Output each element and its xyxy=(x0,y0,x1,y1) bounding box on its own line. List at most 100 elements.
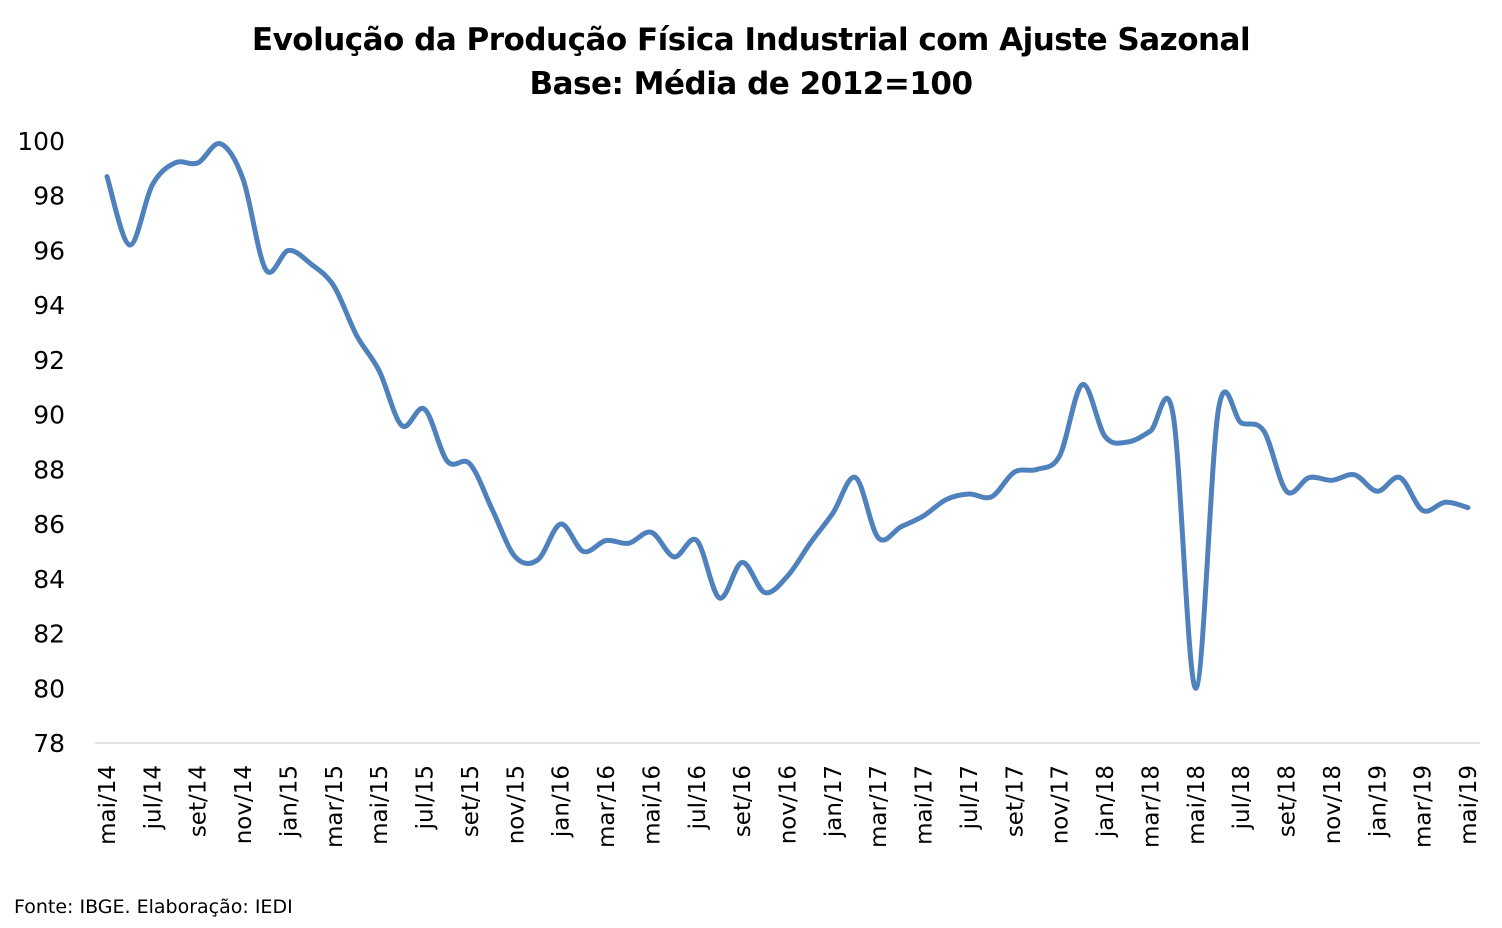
y-tick-label: 88 xyxy=(33,455,65,484)
x-tick-label: nov/18 xyxy=(1320,765,1346,844)
data-point xyxy=(445,459,450,464)
data-point xyxy=(195,160,200,165)
data-point xyxy=(966,491,971,496)
data-point xyxy=(626,541,631,546)
x-tick-label: set/17 xyxy=(1002,765,1028,837)
data-point xyxy=(150,182,155,187)
data-point xyxy=(354,333,359,338)
data-point xyxy=(263,267,268,272)
data-point xyxy=(467,461,472,466)
data-point xyxy=(898,524,903,529)
data-point xyxy=(309,262,314,267)
x-tick-label: nov/16 xyxy=(776,765,802,844)
data-point xyxy=(853,475,858,480)
data-point xyxy=(1012,470,1017,475)
source-note: Fonte: IBGE. Elaboração: IEDI xyxy=(14,896,293,918)
x-tick-label: jan/18 xyxy=(1093,765,1119,838)
data-point xyxy=(1329,478,1334,483)
data-point xyxy=(808,541,813,546)
x-tick-label: mai/16 xyxy=(639,765,665,845)
x-tick-label: set/14 xyxy=(186,765,212,837)
data-point xyxy=(241,177,246,182)
data-point xyxy=(399,423,404,428)
x-tick-label: jul/18 xyxy=(1229,765,1255,830)
chart-subtitle: Base: Média de 2012=100 xyxy=(529,66,973,102)
y-tick-label: 86 xyxy=(33,510,65,539)
data-point xyxy=(604,538,609,543)
y-tick-label: 84 xyxy=(33,565,65,594)
x-tick-label: mar/16 xyxy=(594,765,620,848)
y-tick-label: 92 xyxy=(33,346,65,375)
data-point xyxy=(422,407,427,412)
data-point xyxy=(1216,407,1221,412)
data-point xyxy=(1443,500,1448,505)
x-tick-label: mar/19 xyxy=(1411,765,1437,848)
data-point xyxy=(1171,412,1176,417)
data-point xyxy=(1239,420,1244,425)
data-point xyxy=(830,511,835,516)
data-point xyxy=(989,494,994,499)
data-point xyxy=(672,554,677,559)
data-point xyxy=(1307,475,1312,480)
x-tick-label: jan/17 xyxy=(821,765,847,838)
x-tick-label: jul/16 xyxy=(685,765,711,830)
data-point xyxy=(1057,453,1062,458)
data-point xyxy=(581,549,586,554)
data-point xyxy=(1466,505,1471,510)
data-point xyxy=(944,497,949,502)
data-point xyxy=(1284,489,1289,494)
y-tick-label: 94 xyxy=(33,291,65,320)
x-tick-label: mai/19 xyxy=(1456,765,1482,845)
x-tick-label: jul/15 xyxy=(413,765,439,830)
x-tick-label: jan/19 xyxy=(1365,765,1391,838)
y-tick-label: 80 xyxy=(33,674,65,703)
y-tick-label: 96 xyxy=(33,236,65,265)
series-line xyxy=(104,141,1471,691)
data-point xyxy=(513,554,518,559)
data-point xyxy=(535,557,540,562)
data-point xyxy=(785,574,790,579)
data-point xyxy=(377,368,382,373)
data-point xyxy=(1125,440,1130,445)
data-point xyxy=(740,560,745,565)
data-point xyxy=(762,590,767,595)
x-tick-label: set/15 xyxy=(458,765,484,837)
y-tick-label: 98 xyxy=(33,182,65,211)
data-point xyxy=(105,174,110,179)
data-point xyxy=(1148,429,1153,434)
x-tick-label: mar/17 xyxy=(866,765,892,848)
data-point xyxy=(218,141,223,146)
x-tick-label: jan/16 xyxy=(549,765,575,838)
data-point xyxy=(1375,489,1380,494)
data-point xyxy=(331,284,336,289)
y-tick-label: 90 xyxy=(33,401,65,430)
data-point xyxy=(127,242,132,247)
x-tick-label: jul/17 xyxy=(957,765,983,830)
data-point xyxy=(1352,472,1357,477)
data-point xyxy=(694,538,699,543)
chart-title: Evolução da Produção Física Industrial c… xyxy=(251,22,1251,58)
x-tick-label: mai/15 xyxy=(367,765,393,845)
data-point xyxy=(286,248,291,253)
x-tick-label: mai/17 xyxy=(912,765,938,845)
data-point xyxy=(1103,434,1108,439)
data-point xyxy=(1420,508,1425,513)
y-tick-label: 82 xyxy=(33,620,65,649)
data-point xyxy=(490,508,495,513)
x-tick-label: mar/15 xyxy=(322,765,348,848)
data-point xyxy=(1397,475,1402,480)
data-point xyxy=(558,522,563,527)
y-tick-label: 78 xyxy=(33,729,65,758)
data-point xyxy=(1035,467,1040,472)
x-tick-label: mar/18 xyxy=(1138,765,1164,848)
data-point xyxy=(876,535,881,540)
data-point xyxy=(649,530,654,535)
x-tick-label: jul/14 xyxy=(140,765,166,830)
data-point xyxy=(173,160,178,165)
x-tick-label: mai/18 xyxy=(1184,765,1210,845)
x-tick-label: mai/14 xyxy=(95,765,121,845)
data-point xyxy=(1080,382,1085,387)
x-tick-label: set/16 xyxy=(730,765,756,837)
x-tick-label: nov/15 xyxy=(503,765,529,844)
